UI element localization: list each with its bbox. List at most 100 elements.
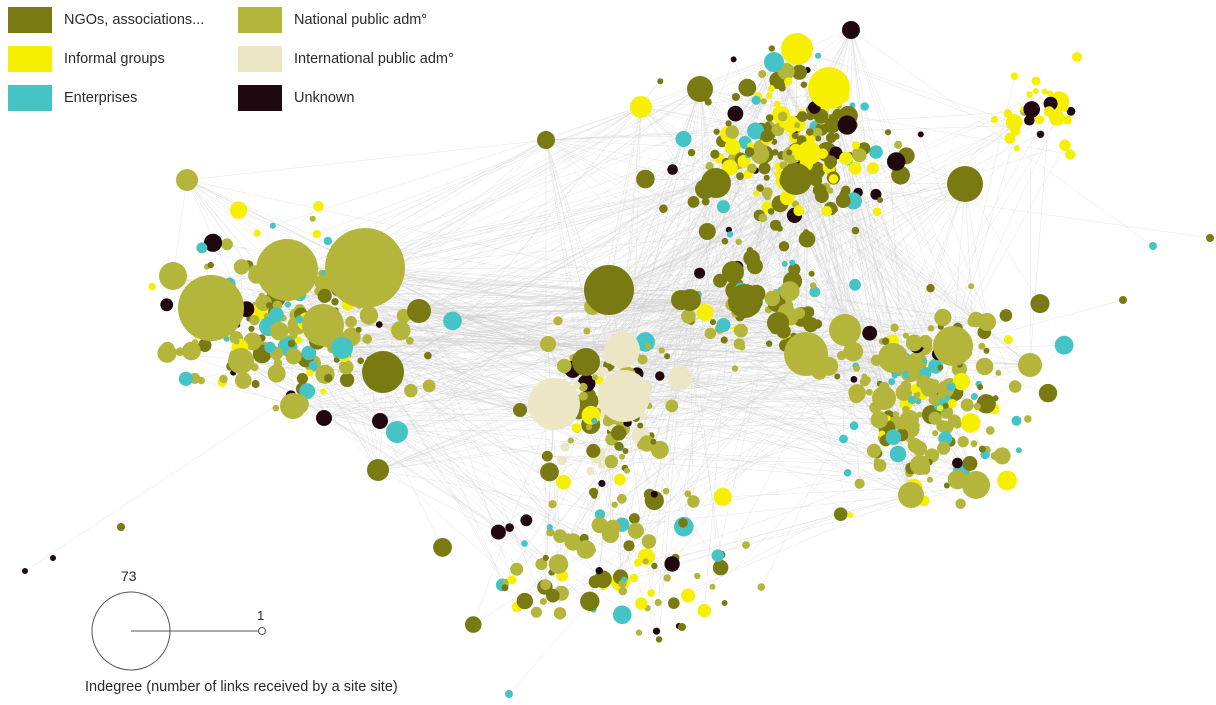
node-national bbox=[854, 478, 865, 489]
node-national bbox=[902, 405, 910, 414]
node-national bbox=[937, 441, 951, 455]
node-enterprise bbox=[764, 52, 784, 72]
node-ngo bbox=[637, 422, 644, 429]
edge bbox=[805, 231, 1031, 366]
edge bbox=[952, 145, 1066, 347]
node-informal bbox=[848, 161, 862, 175]
edge bbox=[418, 310, 853, 358]
node-ngo bbox=[767, 312, 789, 334]
edge bbox=[952, 117, 1058, 347]
node-informal bbox=[1013, 145, 1020, 152]
node-enterprise bbox=[295, 315, 304, 324]
node-ngo bbox=[746, 247, 754, 254]
node-national bbox=[557, 358, 572, 374]
legend-item-informal: Informal groups bbox=[8, 45, 165, 73]
node-unknown bbox=[372, 413, 388, 429]
edge bbox=[640, 106, 991, 431]
edge bbox=[679, 377, 902, 433]
node-ngo bbox=[636, 169, 655, 189]
node-national bbox=[784, 332, 828, 376]
node-national bbox=[898, 424, 905, 431]
edge bbox=[640, 106, 926, 342]
node-international bbox=[598, 366, 609, 377]
node-informal bbox=[872, 207, 882, 217]
edge bbox=[844, 200, 854, 331]
node-national bbox=[764, 193, 772, 201]
node-ngo bbox=[357, 357, 365, 365]
node-informal bbox=[997, 470, 1017, 491]
node-national bbox=[611, 523, 618, 531]
node-national bbox=[611, 501, 618, 508]
node-national bbox=[734, 339, 741, 346]
node-ngo bbox=[1206, 234, 1214, 242]
edge bbox=[646, 178, 797, 557]
node-unknown bbox=[160, 298, 174, 312]
edge bbox=[615, 271, 734, 387]
node-national bbox=[567, 437, 574, 444]
node-national bbox=[641, 534, 657, 549]
node-national bbox=[637, 440, 646, 450]
edge bbox=[545, 403, 555, 585]
edge bbox=[621, 349, 910, 474]
node-national bbox=[758, 213, 768, 223]
legend-item-enterprise: Enterprises bbox=[8, 84, 137, 112]
node-informal bbox=[1047, 90, 1053, 97]
node-national bbox=[553, 529, 567, 543]
edge bbox=[666, 364, 1031, 492]
node-enterprise bbox=[323, 236, 332, 246]
node-national bbox=[924, 448, 940, 463]
node-unknown bbox=[1036, 130, 1045, 138]
edge bbox=[808, 152, 985, 333]
edge bbox=[172, 275, 589, 396]
edge bbox=[364, 267, 781, 291]
node-national bbox=[760, 98, 767, 105]
edge bbox=[379, 88, 701, 325]
node-enterprise bbox=[751, 95, 761, 105]
edge bbox=[582, 106, 642, 388]
edge bbox=[418, 310, 544, 602]
node-ngo bbox=[771, 138, 778, 145]
node-ngo bbox=[766, 340, 773, 347]
node-ngo bbox=[588, 575, 602, 589]
node-ngo bbox=[678, 518, 688, 528]
node-national bbox=[916, 360, 925, 370]
node-ngo bbox=[976, 394, 996, 414]
node-ngo bbox=[877, 197, 884, 203]
node-informal bbox=[294, 336, 302, 344]
node-national bbox=[286, 327, 293, 334]
node-unknown bbox=[490, 524, 506, 540]
node-unknown bbox=[598, 479, 606, 488]
node-ngo bbox=[937, 364, 944, 371]
node-enterprise bbox=[308, 360, 318, 371]
node-ngo bbox=[797, 111, 808, 122]
node-unknown bbox=[650, 490, 658, 498]
edge bbox=[821, 195, 1031, 366]
edge bbox=[691, 87, 830, 298]
node-informal bbox=[779, 121, 786, 128]
edge bbox=[952, 76, 1015, 347]
node-ngo bbox=[540, 462, 559, 482]
node-informal bbox=[635, 597, 648, 610]
node-unknown bbox=[862, 325, 878, 341]
node-ngo bbox=[833, 507, 848, 521]
node-informal bbox=[1035, 115, 1045, 125]
node-ngo bbox=[926, 284, 935, 293]
node-unknown bbox=[316, 410, 332, 426]
node-ngo bbox=[407, 299, 431, 323]
edge bbox=[504, 300, 746, 588]
node-informal bbox=[821, 205, 833, 217]
node-national bbox=[405, 336, 414, 345]
edge bbox=[418, 88, 701, 312]
node-ngo bbox=[721, 237, 729, 245]
node-ngo bbox=[942, 402, 949, 409]
edge bbox=[379, 420, 443, 548]
node-enterprise bbox=[1149, 242, 1157, 250]
node-international bbox=[572, 381, 581, 389]
node-informal bbox=[747, 142, 754, 149]
node-ngo bbox=[826, 162, 835, 170]
node-national bbox=[362, 334, 373, 344]
node-ngo bbox=[771, 149, 779, 156]
node-unknown bbox=[505, 523, 514, 532]
node-ngo bbox=[806, 128, 814, 136]
node-national bbox=[731, 365, 739, 372]
